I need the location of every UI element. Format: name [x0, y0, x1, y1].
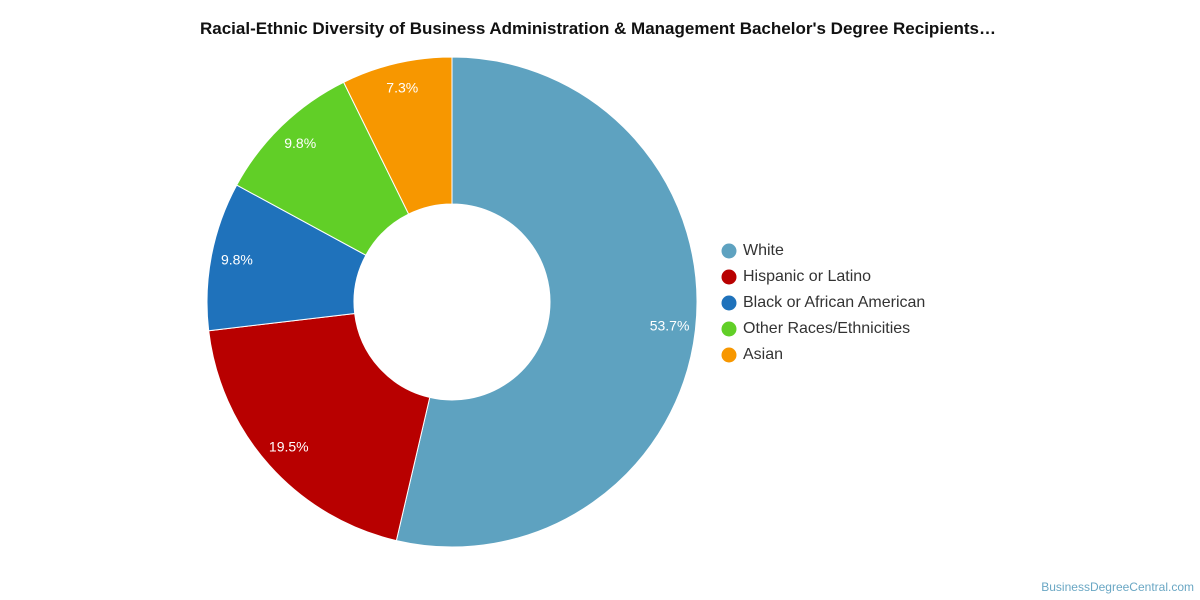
- legend-marker-hispanic-or-latino[interactable]: [721, 269, 737, 285]
- legend-label-hispanic-or-latino[interactable]: Hispanic or Latino: [743, 268, 871, 285]
- legend-marker-white[interactable]: [721, 243, 737, 259]
- legend-label-black-or-african-american[interactable]: Black or African American: [743, 294, 925, 311]
- site-credit[interactable]: BusinessDegreeCentral.com: [1041, 580, 1194, 594]
- legend: White Hispanic or Latino Black or African …: [721, 242, 925, 363]
- legend-marker-black-or-african-american[interactable]: [721, 295, 737, 311]
- data-label-asian: 7.3%: [386, 79, 418, 95]
- slice-hispanic-or-latino[interactable]: [208, 312, 431, 542]
- slice-white[interactable]: [395, 56, 698, 548]
- data-label-white: 53.7%: [650, 318, 690, 334]
- data-label-black-or-african-american: 9.8%: [221, 251, 253, 267]
- legend-marker-asian[interactable]: [721, 347, 737, 363]
- slice-asian[interactable]: [342, 56, 453, 215]
- legend-marker-other-races-ethnicities[interactable]: [721, 321, 737, 337]
- data-label-other-races-ethnicities: 9.8%: [284, 135, 316, 151]
- donut-slices: [206, 56, 698, 548]
- legend-label-other-races-ethnicities[interactable]: Other Races/Ethnicities: [743, 320, 910, 337]
- legend-label-asian[interactable]: Asian: [743, 346, 783, 363]
- legend-label-white[interactable]: White: [743, 242, 784, 259]
- chart-title: Racial-Ethnic Diversity of Business Admi…: [200, 19, 996, 38]
- data-label-hispanic-or-latino: 19.5%: [269, 439, 309, 455]
- data-labels: 53.7% 19.5% 9.8% 9.8% 7.3%: [221, 79, 689, 454]
